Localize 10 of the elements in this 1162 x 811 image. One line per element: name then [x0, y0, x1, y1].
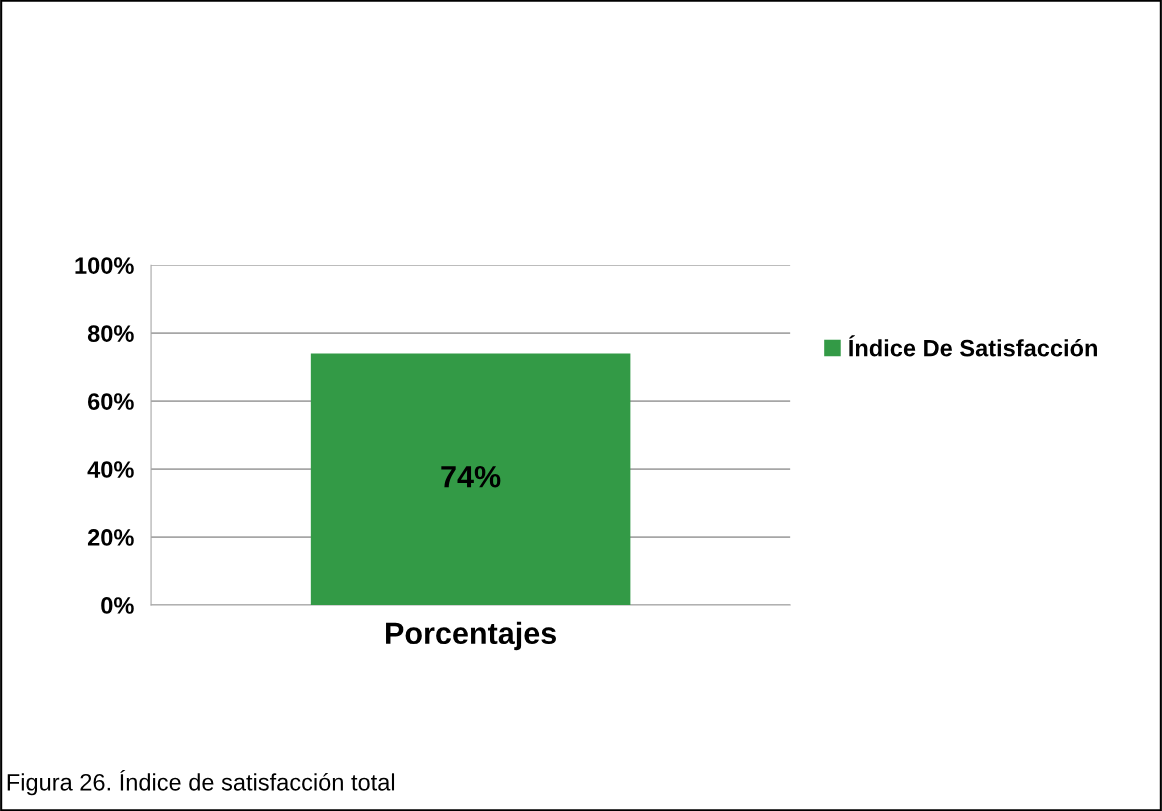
y-tick-label: 40%	[87, 461, 134, 478]
x-tick-label: Porcentajes	[386, 621, 556, 651]
y-tick-label: 60%	[88, 393, 134, 410]
y-tick-label: 20%	[87, 529, 134, 546]
text: Figura 26. Índice de satisfacción total	[7, 769, 395, 796]
y-tick-label: 100%	[75, 257, 134, 274]
legend-label: Índice De Satisfacción	[849, 335, 1097, 357]
data-label: 74%	[441, 465, 501, 488]
y-tick-label: 80%	[87, 325, 134, 342]
y-tick-label: 0%	[101, 597, 134, 614]
